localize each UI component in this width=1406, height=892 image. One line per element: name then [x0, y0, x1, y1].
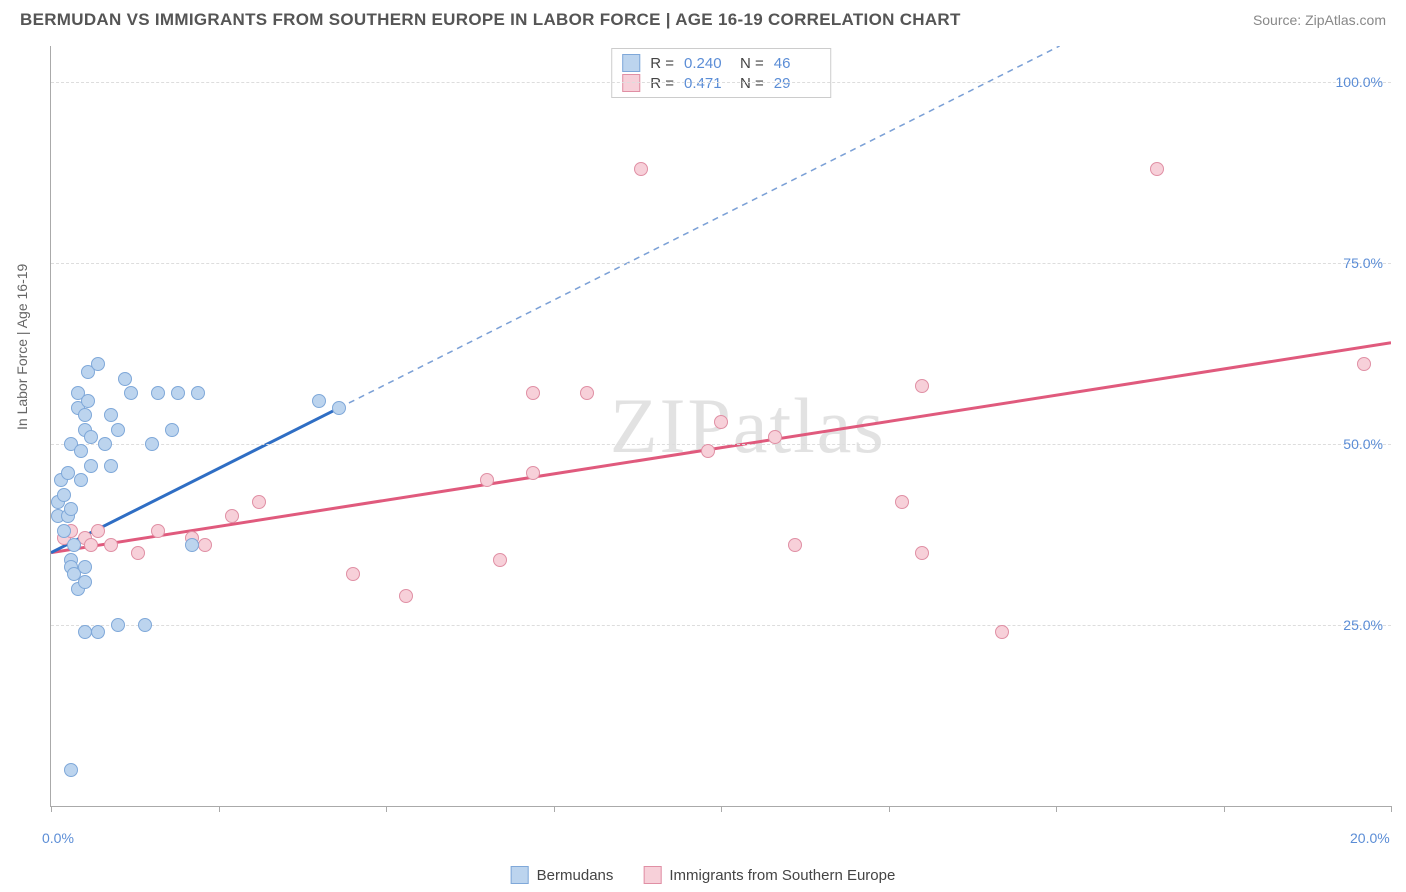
chart-title: BERMUDAN VS IMMIGRANTS FROM SOUTHERN EUR…	[20, 10, 961, 30]
x-tick-label: 0.0%	[42, 830, 74, 846]
data-point-blue	[84, 430, 98, 444]
data-point-pink	[346, 567, 360, 581]
r-value-blue: 0.240	[684, 55, 730, 72]
y-axis-label: In Labor Force | Age 16-19	[14, 264, 30, 430]
data-point-pink	[104, 538, 118, 552]
data-point-blue	[312, 394, 326, 408]
x-tick	[721, 806, 722, 812]
data-point-pink	[1357, 357, 1371, 371]
data-point-pink	[580, 386, 594, 400]
watermark-text: ZIPatlas	[610, 381, 886, 471]
data-point-blue	[78, 625, 92, 639]
data-point-blue	[98, 437, 112, 451]
gridline	[51, 82, 1391, 83]
gridline	[51, 625, 1391, 626]
data-point-blue	[145, 437, 159, 451]
data-point-pink	[91, 524, 105, 538]
data-point-pink	[915, 546, 929, 560]
data-point-blue	[111, 423, 125, 437]
r-label: R =	[650, 55, 674, 72]
data-point-pink	[526, 386, 540, 400]
data-point-blue	[78, 560, 92, 574]
data-point-pink	[634, 162, 648, 176]
data-point-blue	[67, 538, 81, 552]
data-point-blue	[332, 401, 346, 415]
legend-row-blue: R = 0.240 N = 46	[622, 53, 820, 73]
data-point-blue	[124, 386, 138, 400]
data-point-pink	[788, 538, 802, 552]
data-point-blue	[78, 575, 92, 589]
x-tick	[51, 806, 52, 812]
y-tick-label: 50.0%	[1343, 436, 1383, 452]
data-point-blue	[151, 386, 165, 400]
data-point-blue	[104, 459, 118, 473]
data-point-pink	[714, 415, 728, 429]
legend-swatch-pink	[643, 866, 661, 884]
scatter-plot-area: ZIPatlas R = 0.240 N = 46 R = 0.471 N = …	[50, 46, 1391, 807]
data-point-pink	[131, 546, 145, 560]
x-tick	[219, 806, 220, 812]
data-point-pink	[1150, 162, 1164, 176]
y-tick-label: 25.0%	[1343, 617, 1383, 633]
data-point-blue	[64, 502, 78, 516]
data-point-pink	[701, 444, 715, 458]
n-label: N =	[740, 55, 764, 72]
data-point-pink	[198, 538, 212, 552]
data-point-blue	[84, 459, 98, 473]
gridline	[51, 444, 1391, 445]
x-tick	[889, 806, 890, 812]
legend-swatch-blue	[622, 54, 640, 72]
data-point-pink	[895, 495, 909, 509]
x-tick-label: 20.0%	[1350, 830, 1390, 846]
data-point-blue	[185, 538, 199, 552]
data-point-blue	[74, 473, 88, 487]
legend-item-pink: Immigrants from Southern Europe	[643, 866, 895, 884]
data-point-blue	[171, 386, 185, 400]
data-point-pink	[768, 430, 782, 444]
data-point-pink	[225, 509, 239, 523]
data-point-blue	[61, 466, 75, 480]
data-point-pink	[493, 553, 507, 567]
legend-label-blue: Bermudans	[537, 867, 614, 884]
data-point-pink	[151, 524, 165, 538]
legend-item-blue: Bermudans	[511, 866, 614, 884]
data-point-pink	[84, 538, 98, 552]
data-point-blue	[74, 444, 88, 458]
data-point-blue	[165, 423, 179, 437]
data-point-pink	[995, 625, 1009, 639]
series-legend: Bermudans Immigrants from Southern Europ…	[511, 866, 896, 884]
data-point-blue	[118, 372, 132, 386]
data-point-blue	[78, 408, 92, 422]
correlation-legend: R = 0.240 N = 46 R = 0.471 N = 29	[611, 48, 831, 98]
data-point-blue	[138, 618, 152, 632]
data-point-pink	[252, 495, 266, 509]
data-point-blue	[64, 763, 78, 777]
data-point-blue	[81, 394, 95, 408]
data-point-pink	[399, 589, 413, 603]
data-point-pink	[915, 379, 929, 393]
data-point-blue	[57, 488, 71, 502]
n-value-blue: 46	[774, 55, 820, 72]
data-point-blue	[91, 625, 105, 639]
x-tick	[554, 806, 555, 812]
data-point-blue	[104, 408, 118, 422]
legend-swatch-blue	[511, 866, 529, 884]
x-tick	[386, 806, 387, 812]
x-tick	[1391, 806, 1392, 812]
data-point-blue	[57, 524, 71, 538]
y-tick-label: 75.0%	[1343, 255, 1383, 271]
x-tick	[1056, 806, 1057, 812]
y-tick-label: 100.0%	[1336, 74, 1383, 90]
x-tick	[1224, 806, 1225, 812]
data-point-blue	[91, 357, 105, 371]
data-point-blue	[191, 386, 205, 400]
data-point-pink	[480, 473, 494, 487]
data-point-blue	[111, 618, 125, 632]
legend-label-pink: Immigrants from Southern Europe	[669, 867, 895, 884]
gridline	[51, 263, 1391, 264]
source-attribution: Source: ZipAtlas.com	[1253, 12, 1386, 28]
data-point-pink	[526, 466, 540, 480]
